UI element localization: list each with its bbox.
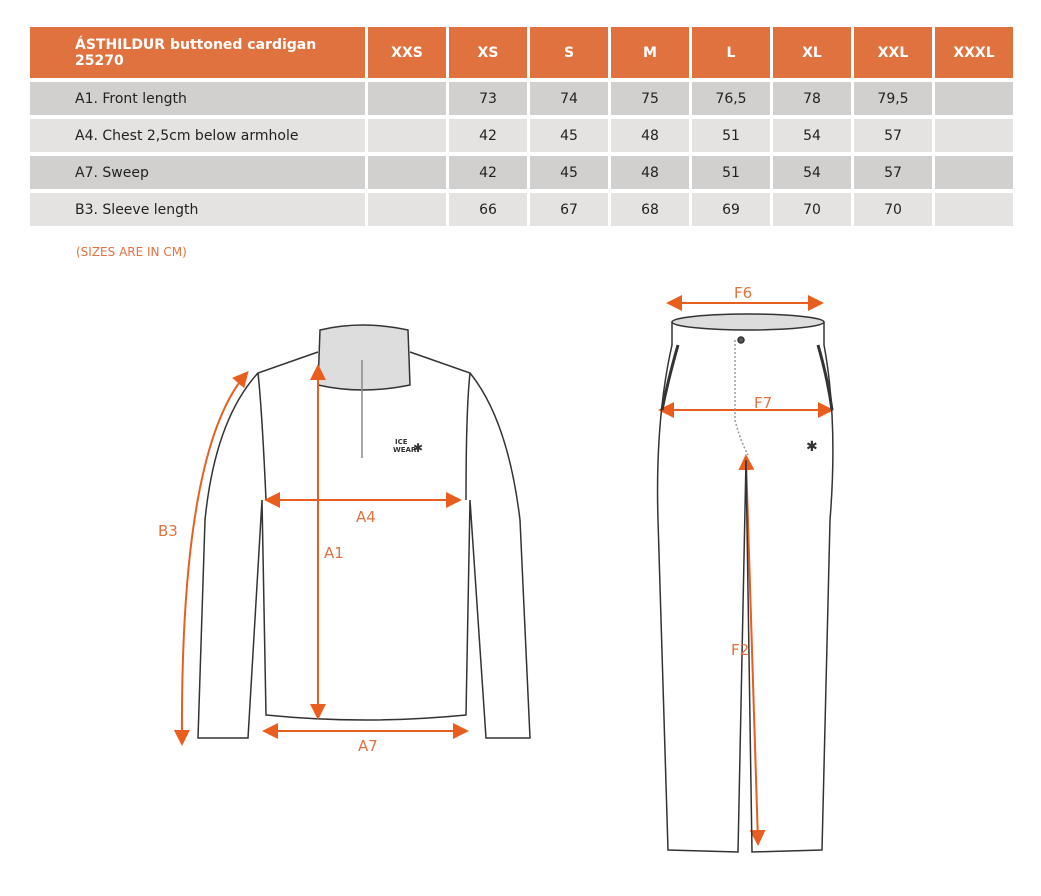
size-value: 67 [530, 193, 608, 226]
size-value: 48 [611, 156, 689, 189]
size-value: 76,5 [692, 82, 770, 115]
svg-text:ICE: ICE [395, 438, 408, 446]
size-value: 79,5 [854, 82, 932, 115]
a1-label: A1 [324, 544, 344, 562]
b3-label: B3 [158, 522, 178, 540]
a4-label: A4 [356, 508, 376, 526]
size-value: 45 [530, 119, 608, 152]
top-illustration [197, 324, 531, 739]
table-row: A7. Sweep 42 45 48 51 54 57 [30, 156, 1013, 189]
size-value: 70 [773, 193, 851, 226]
size-value: 51 [692, 119, 770, 152]
size-value [368, 119, 446, 152]
f6-label: F6 [734, 284, 752, 302]
size-header: S [530, 27, 608, 78]
size-value: 69 [692, 193, 770, 226]
svg-text:WEAR: WEAR [393, 446, 417, 454]
size-value [935, 119, 1013, 152]
size-header: XS [449, 27, 527, 78]
size-value: 42 [449, 119, 527, 152]
size-chart-table: ÁSTHILDUR buttoned cardigan 25270 XXS XS… [27, 23, 1016, 230]
units-note: (SIZES ARE IN CM) [76, 245, 187, 259]
size-value [368, 156, 446, 189]
measurement-label: B3. Sleeve length [30, 193, 365, 226]
table-row: A1. Front length 73 74 75 76,5 78 79,5 [30, 82, 1013, 115]
size-value: 68 [611, 193, 689, 226]
product-title: ÁSTHILDUR buttoned cardigan 25270 [30, 27, 365, 78]
size-value: 51 [692, 156, 770, 189]
size-value: 74 [530, 82, 608, 115]
size-value [368, 82, 446, 115]
size-value: 48 [611, 119, 689, 152]
measurement-label: A4. Chest 2,5cm below armhole [30, 119, 365, 152]
table-row: B3. Sleeve length 66 67 68 69 70 70 [30, 193, 1013, 226]
size-value [935, 193, 1013, 226]
size-value [935, 82, 1013, 115]
size-value [368, 193, 446, 226]
size-value: 57 [854, 156, 932, 189]
size-value: 54 [773, 119, 851, 152]
table-row: A4. Chest 2,5cm below armhole 42 45 48 51 54 5… [30, 119, 1013, 152]
size-header: XXXL [935, 27, 1013, 78]
size-header: XL [773, 27, 851, 78]
svg-text:✱: ✱ [806, 439, 818, 455]
size-header: M [611, 27, 689, 78]
size-value: 70 [854, 193, 932, 226]
measurement-label: A1. Front length [30, 82, 365, 115]
a7-label: A7 [358, 737, 378, 755]
size-value: 57 [854, 119, 932, 152]
size-value: 75 [611, 82, 689, 115]
header-row: ÁSTHILDUR buttoned cardigan 25270 XXS XS… [30, 27, 1013, 78]
size-value [935, 156, 1013, 189]
f7-label: F7 [754, 394, 772, 412]
size-header: L [692, 27, 770, 78]
size-value: 42 [449, 156, 527, 189]
size-header: XXS [368, 27, 446, 78]
size-header: XXL [854, 27, 932, 78]
pants-illustration: ✱ [656, 313, 834, 853]
f2-arrow [738, 454, 766, 846]
size-value: 54 [773, 156, 851, 189]
measurement-label: A7. Sweep [30, 156, 365, 189]
ice-wear-logo: ICE WEAR ✱ [393, 438, 423, 455]
size-value: 73 [449, 82, 527, 115]
b3-arrow [173, 370, 249, 746]
svg-text:✱: ✱ [413, 441, 423, 455]
f2-label: F2 [731, 641, 749, 659]
size-value: 45 [530, 156, 608, 189]
size-value: 66 [449, 193, 527, 226]
size-value: 78 [773, 82, 851, 115]
